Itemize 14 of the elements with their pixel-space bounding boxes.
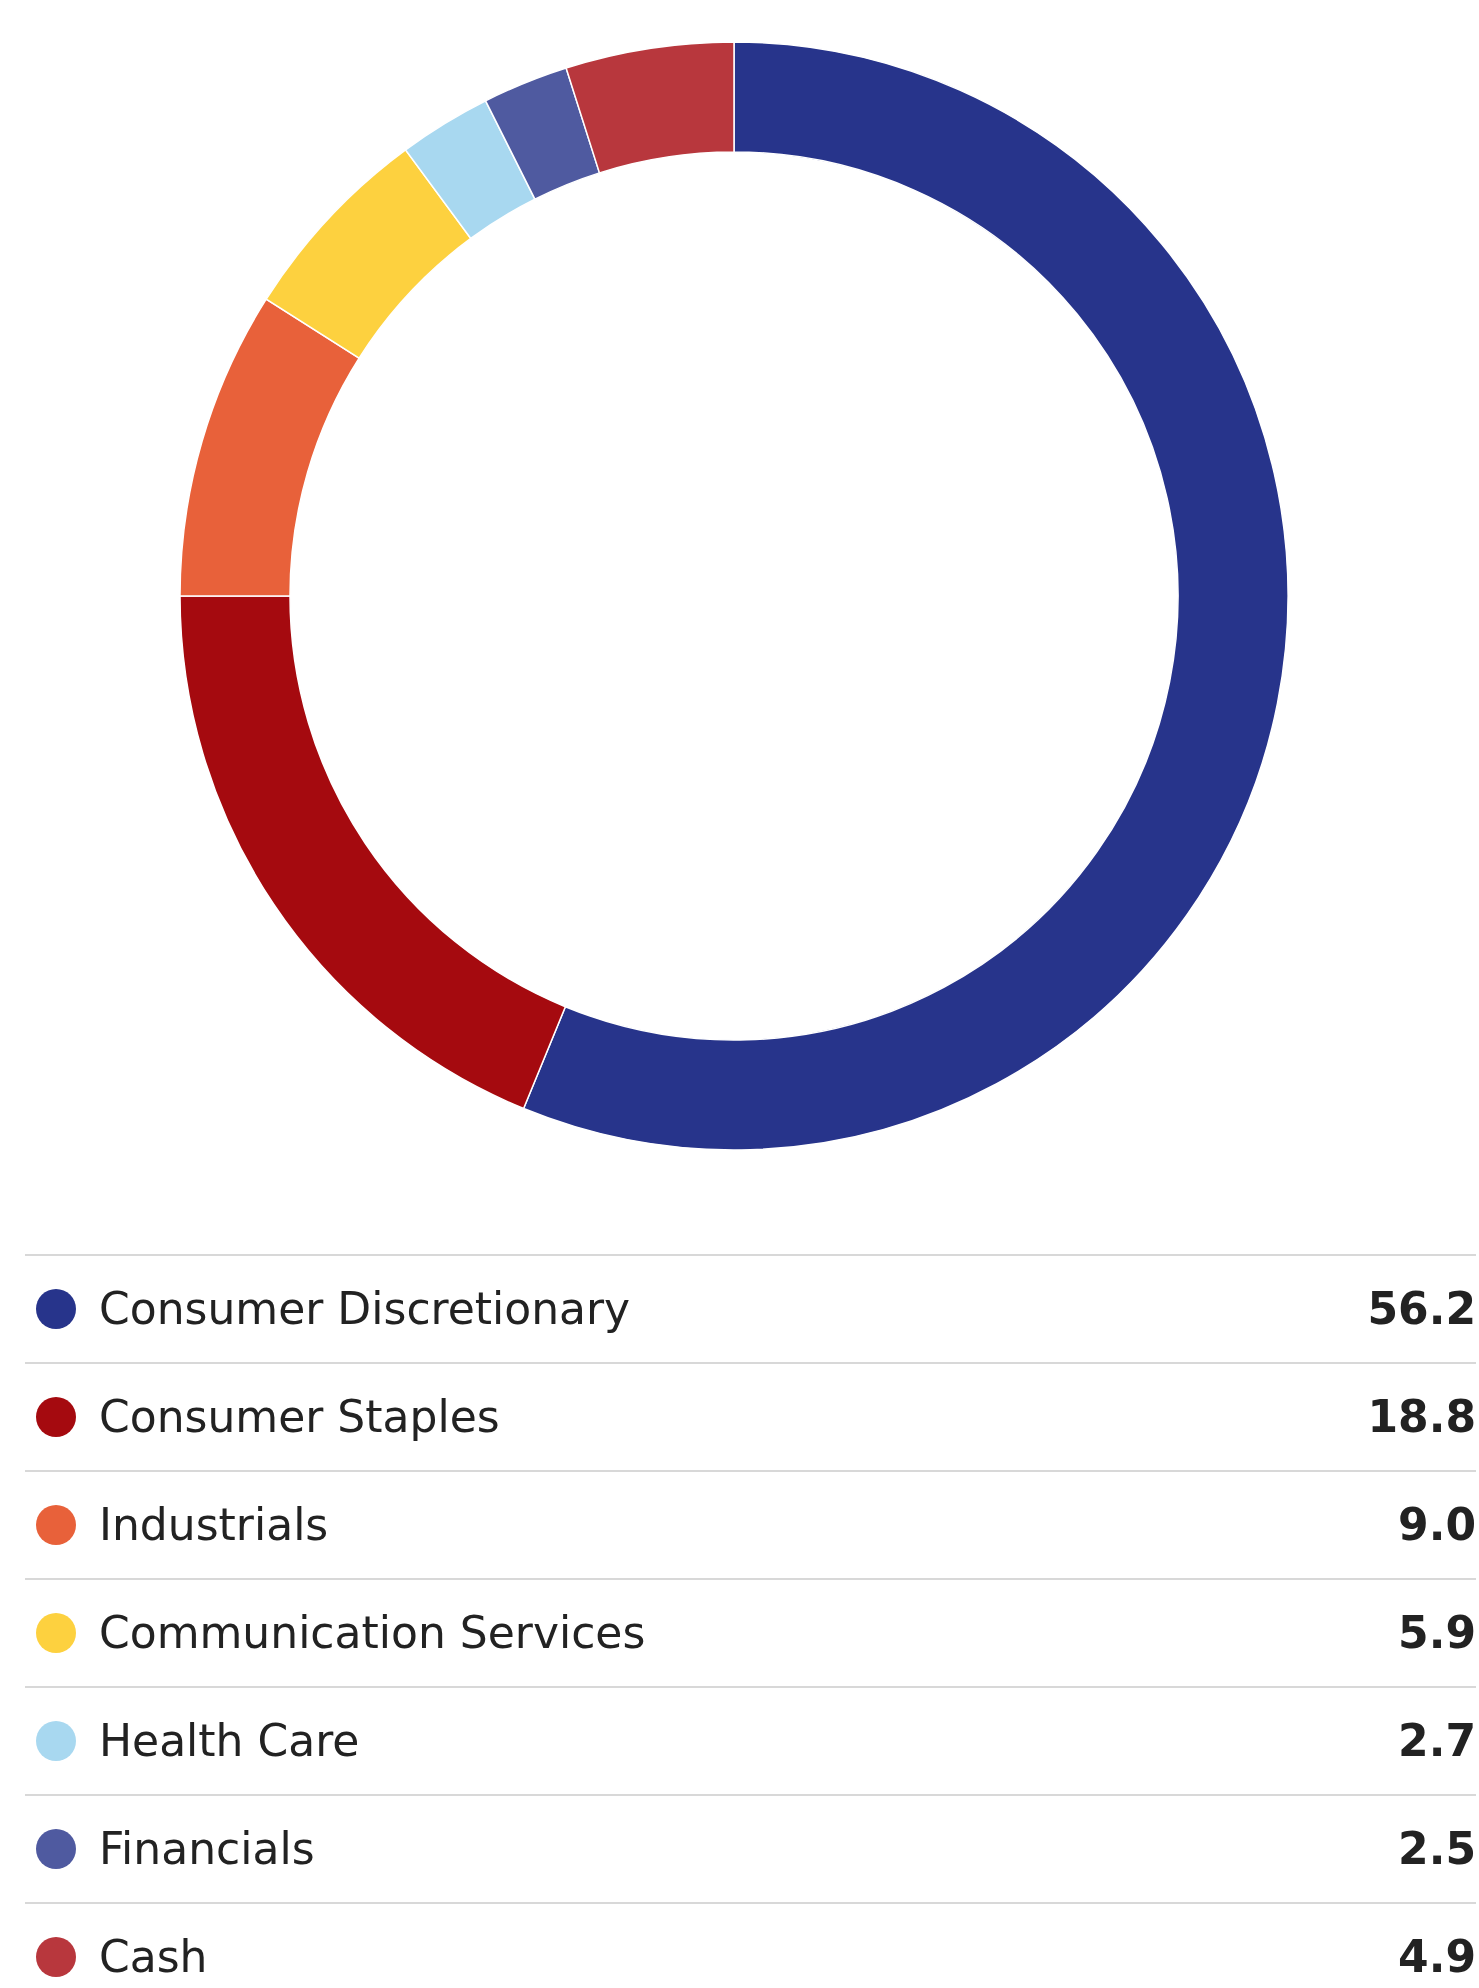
legend-label: Consumer Discretionary — [99, 1283, 631, 1335]
legend-label: Cash — [99, 1931, 208, 1983]
legend-label: Financials — [99, 1823, 315, 1875]
data-label: 5.9 — [1398, 1607, 1476, 1659]
data-label: 18.8 — [1367, 1391, 1476, 1443]
data-label: 9.0 — [1398, 1499, 1476, 1551]
data-label: 4.9 — [1398, 1931, 1476, 1983]
legend-label: Industrials — [99, 1499, 329, 1551]
data-label: 2.5 — [1398, 1823, 1476, 1875]
data-label: 56.2 — [1367, 1283, 1476, 1335]
legend-label: Health Care — [99, 1715, 360, 1767]
data-label: 2.7 — [1398, 1715, 1476, 1767]
legend-label: Consumer Staples — [99, 1391, 500, 1443]
legend-label: Communication Services — [99, 1607, 646, 1659]
